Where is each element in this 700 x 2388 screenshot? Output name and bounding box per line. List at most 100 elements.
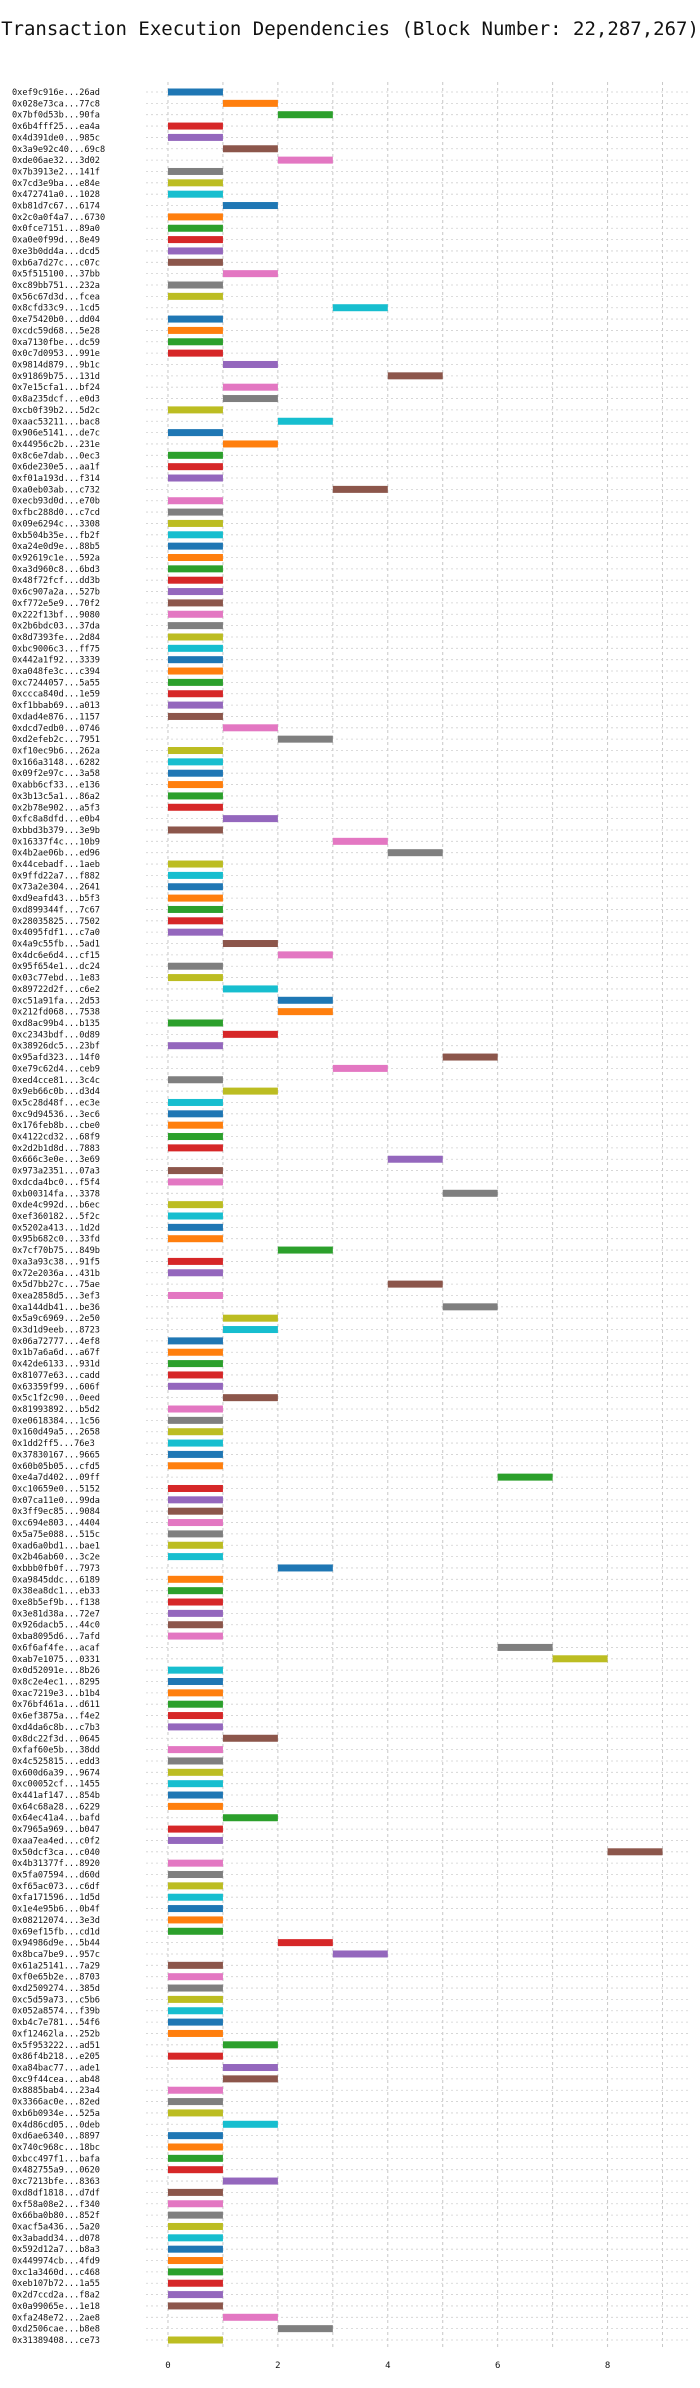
tx-label: 0xc51a91fa...2d53 xyxy=(12,996,100,1006)
tx-label: 0x95b682c0...33fd xyxy=(12,1235,100,1245)
dependency-bar xyxy=(167,2188,223,2196)
dependency-bar xyxy=(167,2098,223,2106)
tx-label: 0x76bf461a...d611 xyxy=(12,1700,100,1710)
dependency-bar xyxy=(167,656,223,664)
dependency-bar xyxy=(222,395,278,403)
dependency-bar xyxy=(167,2018,223,2026)
tx-label: 0x5a75e088...515c xyxy=(12,1530,100,1540)
dependency-bar xyxy=(167,247,223,255)
dependency-bar xyxy=(167,553,223,561)
tx-label: 0x95f654e1...dc24 xyxy=(12,962,100,972)
tx-label: 0x3a9e92c40...69c8 xyxy=(12,145,105,155)
dependency-bar xyxy=(167,1428,223,1436)
tx-label: 0x472741a0...1028 xyxy=(12,190,100,200)
tx-label: 0xa3d960c8...6bd3 xyxy=(12,565,100,575)
tx-label: 0x4d86cd05...0deb xyxy=(12,2120,100,2130)
tx-label: 0x56c67d3d...fcea xyxy=(12,292,100,302)
tx-label: 0x6ef3875a...f4e2 xyxy=(12,1712,100,1722)
dependency-bar xyxy=(167,1689,223,1697)
dependency-bar xyxy=(167,338,223,346)
dependency-bar xyxy=(167,1598,223,1606)
dependency-bar xyxy=(167,1677,223,1685)
dependency-bar xyxy=(167,406,223,414)
dependency-bar xyxy=(167,1519,223,1527)
dependency-bar xyxy=(167,1541,223,1549)
tx-label: 0x176feb8b...cbe0 xyxy=(12,1121,100,1131)
tx-label: 0x973a2351...07a3 xyxy=(12,1167,100,1177)
tx-label: 0xde4c992d...b6ec xyxy=(12,1201,100,1211)
tx-label: 0x92619c1e...592a xyxy=(12,553,100,563)
dependency-bar xyxy=(387,1155,443,1163)
dependency-bar xyxy=(167,2336,223,2344)
dependency-bar xyxy=(222,2064,278,2072)
dependency-bar xyxy=(167,894,223,902)
dependency-bar xyxy=(332,837,388,845)
tx-label: 0x64c68a28...6229 xyxy=(12,1802,100,1812)
tx-label: 0xfbc288d0...c7cd xyxy=(12,508,100,518)
dependency-bar xyxy=(167,531,223,539)
tx-label: 0x7b3913e2...141f xyxy=(12,167,100,177)
dependency-bar xyxy=(222,2120,278,2128)
dependency-bar xyxy=(167,701,223,709)
x-tick-label: 2 xyxy=(275,2361,280,2371)
dependency-bar xyxy=(442,1189,498,1197)
tx-label: 0xab7e1075...0331 xyxy=(12,1655,100,1665)
tx-label: 0x07ca11e0...99da xyxy=(12,1496,100,1506)
tx-label: 0xa0e0f99d...8e49 xyxy=(12,236,100,246)
tx-label: 0x4095fdf1...c7a0 xyxy=(12,928,100,938)
dependency-bar xyxy=(167,1973,223,1981)
tx-label: 0x0d52091e...8b26 xyxy=(12,1666,100,1676)
tx-label: 0x28035825...7502 xyxy=(12,917,100,927)
tx-label: 0x72e2036a...431b xyxy=(12,1269,100,1279)
dependency-bar xyxy=(167,1167,223,1175)
dependency-bar xyxy=(442,1053,498,1061)
dependency-bar xyxy=(222,2177,278,2185)
tx-label: 0xacf5a436...5a20 xyxy=(12,2222,100,2232)
tx-label: 0x442a1f92...3339 xyxy=(12,656,100,666)
dependency-bar xyxy=(167,1757,223,1765)
tx-label: 0x6de230e5...aa1f xyxy=(12,463,100,473)
tx-label: 0xc2343bdf...0d89 xyxy=(12,1030,100,1040)
tx-label: 0x4c525815...edd3 xyxy=(12,1757,100,1767)
dependency-bar xyxy=(167,622,223,630)
dependency-bar xyxy=(222,1394,278,1402)
tx-label: 0x44cebadf...1aeb xyxy=(12,860,100,870)
tx-label: 0x5a9c6969...2e50 xyxy=(12,1314,100,1324)
dependency-bar xyxy=(167,179,223,187)
tx-label: 0x8885bab4...23a4 xyxy=(12,2086,100,2096)
dependency-bar xyxy=(167,463,223,471)
tx-label: 0xad6a0bd1...bae1 xyxy=(12,1541,100,1551)
tx-label: 0xf12462la...252b xyxy=(12,2029,100,2039)
dependency-bar xyxy=(167,1666,223,1674)
tx-label: 0x449974cb...4fd9 xyxy=(12,2257,100,2267)
dependency-bar xyxy=(167,1484,223,1492)
tx-label: 0xc1a3460d...c468 xyxy=(12,2268,100,2278)
dependency-bar xyxy=(167,678,223,686)
tx-label: 0x4d391de0...985c xyxy=(12,133,100,143)
tx-label: 0x9ffd22a7...f882 xyxy=(12,871,100,881)
tx-label: 0x63359f99...606f xyxy=(12,1382,100,1392)
dependency-bar xyxy=(167,1133,223,1141)
dependency-bar xyxy=(167,429,223,437)
tx-label: 0x06a72777...4ef8 xyxy=(12,1337,100,1347)
dependency-bar xyxy=(167,1632,223,1640)
tx-label: 0xc694e803...4404 xyxy=(12,1519,100,1529)
dependency-bar xyxy=(167,1019,223,1027)
dependency-bar xyxy=(332,1950,388,1958)
dependency-bar xyxy=(277,1564,333,1572)
tx-label: 0x5f515100...37bb xyxy=(12,270,100,280)
tx-label: 0xc10659e0...5152 xyxy=(12,1484,100,1494)
tx-label: 0x1e4e95b6...0b4f xyxy=(12,1905,100,1915)
tx-label: 0x482755a9...0620 xyxy=(12,2166,100,2176)
dependency-bar xyxy=(167,871,223,879)
tx-label: 0x600d6a39...9674 xyxy=(12,1768,100,1778)
dependency-bar xyxy=(277,417,333,425)
tx-label: 0x3d1d9eeb...8723 xyxy=(12,1326,100,1336)
tx-label: 0x64ec41a4...bafd xyxy=(12,1814,100,1824)
dependency-bar xyxy=(222,1087,278,1095)
tx-label: 0xc9d94536...3ec6 xyxy=(12,1110,100,1120)
dependency-bar xyxy=(167,213,223,221)
tx-label: 0x8c2e4ec1...8295 xyxy=(12,1677,100,1687)
dependency-bar xyxy=(167,667,223,675)
dependency-bar xyxy=(167,1553,223,1561)
